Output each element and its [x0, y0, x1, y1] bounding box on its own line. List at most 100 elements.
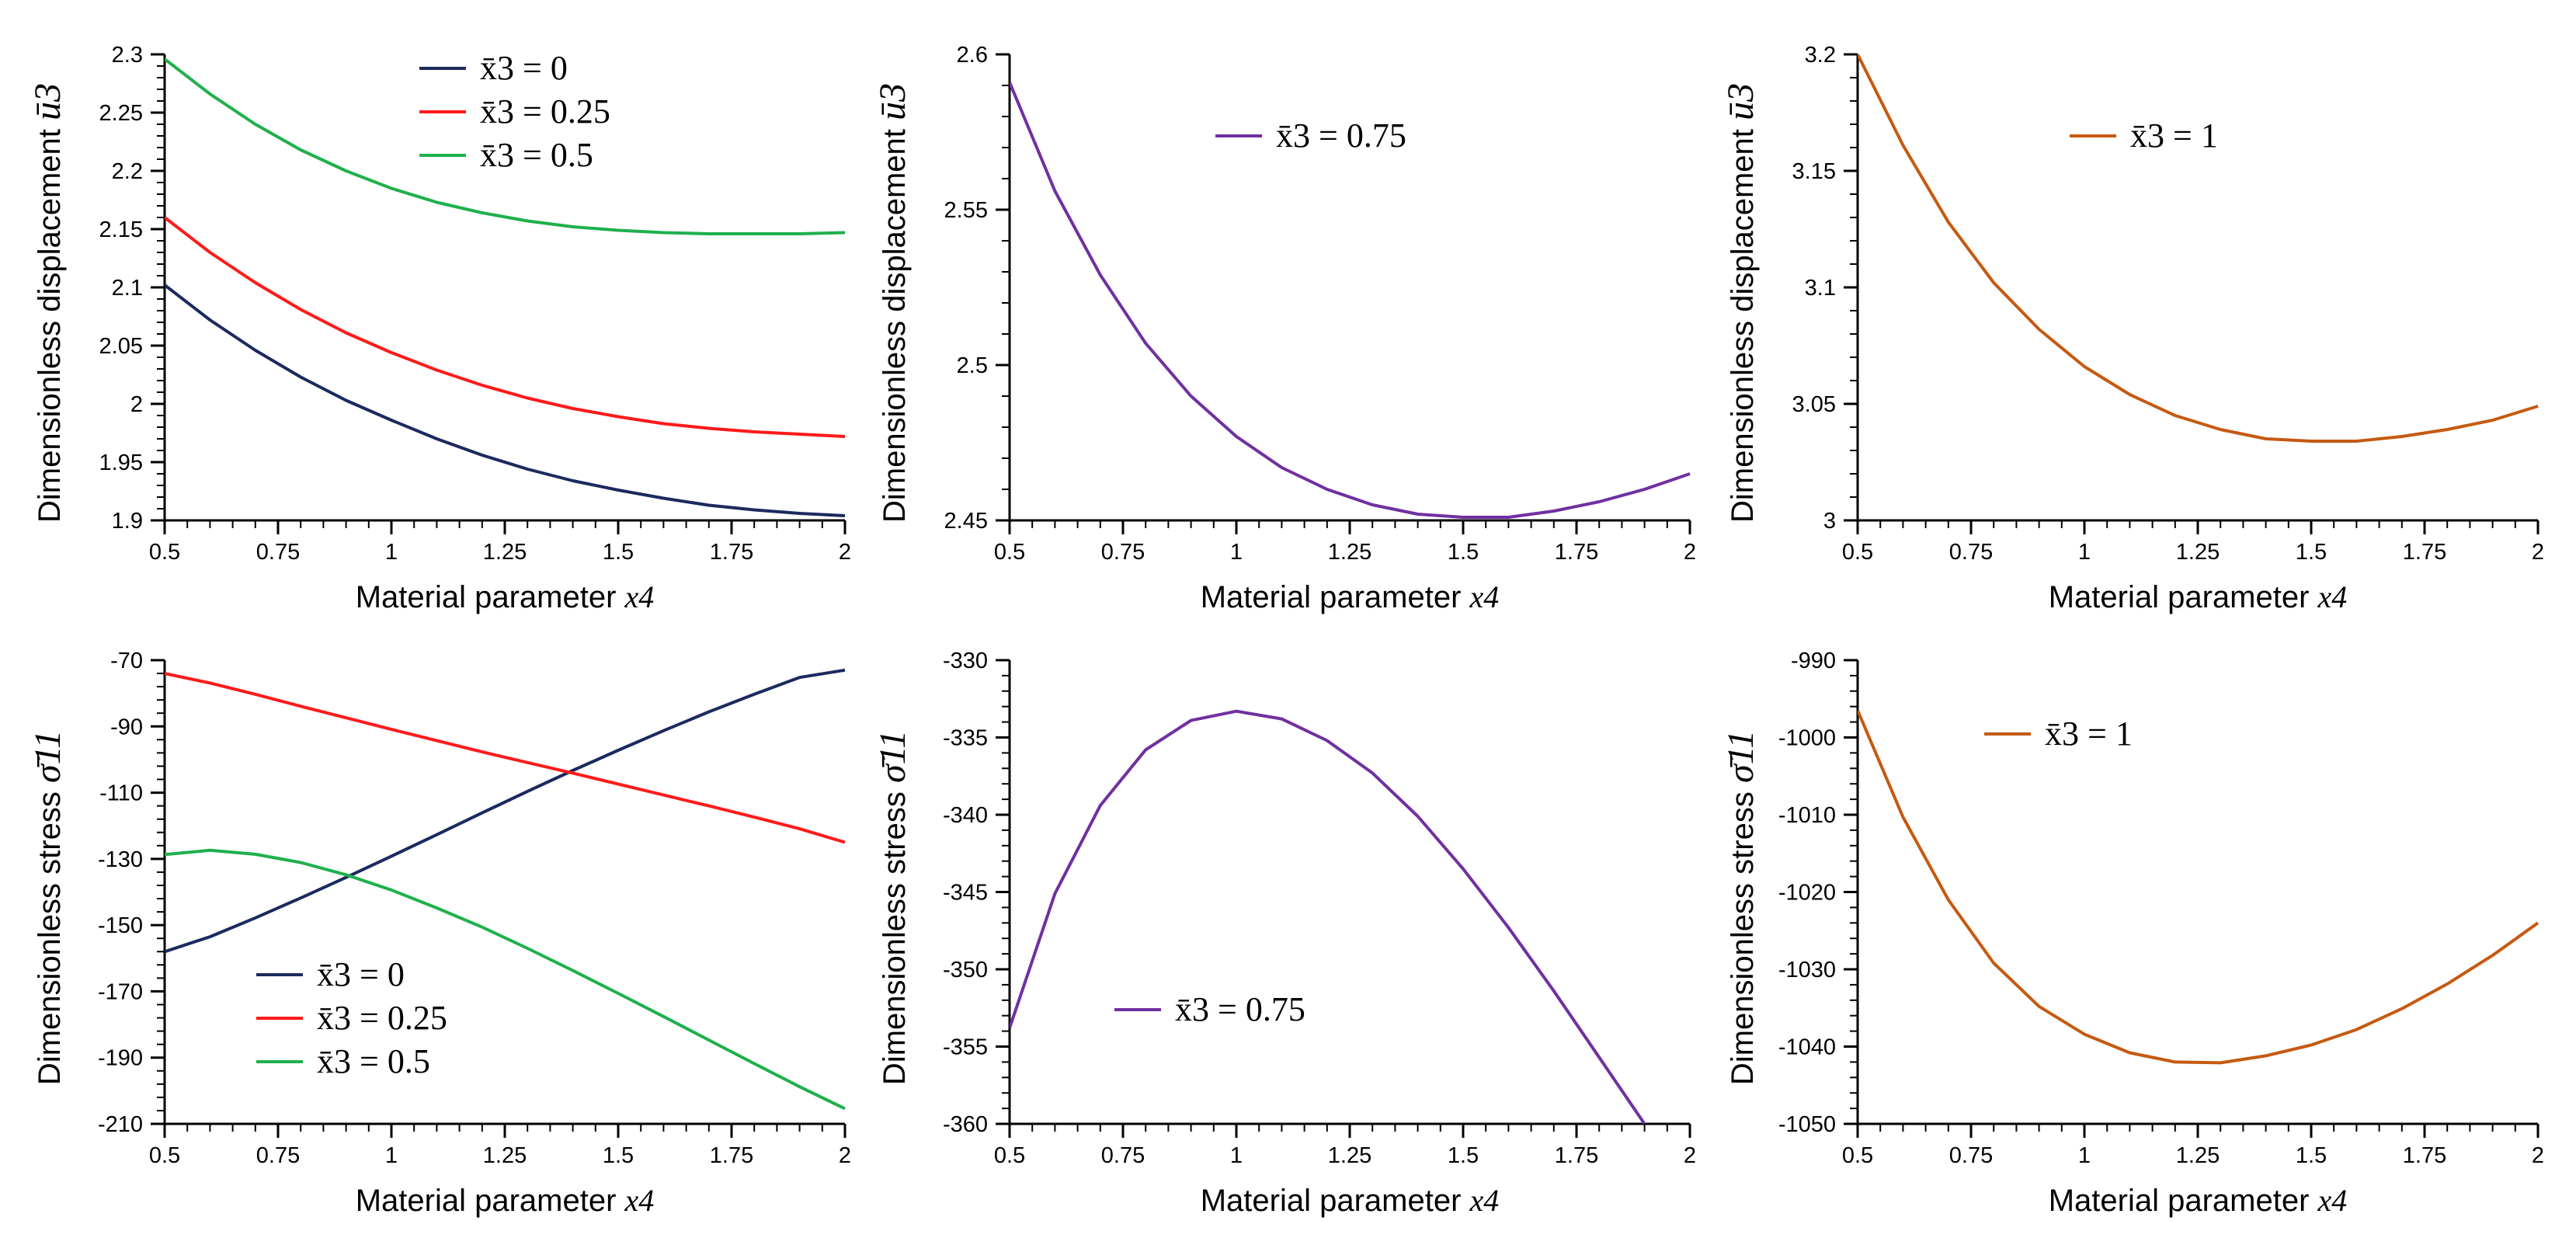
- y-tick-label: -990: [1791, 649, 1836, 673]
- series-line-3: [165, 57, 846, 235]
- y-tick-label: 2.45: [944, 509, 988, 534]
- legend-label: x̄3 = 0: [480, 49, 568, 87]
- x-tick-label: 1: [385, 540, 398, 565]
- x-tick-label: 0.5: [994, 1143, 1025, 1168]
- chart-panel-6: 0.5 0.75 1 1.25 1.5 1.75 2 -1050 -1040 -1030 -1020…: [1720, 649, 2544, 1218]
- series-line-1: [165, 283, 846, 517]
- legend-label: x̄3 = 0.5: [480, 136, 593, 174]
- y-tick-label: -90: [110, 715, 143, 739]
- series-line-2: [165, 672, 846, 844]
- series-line-1: [1858, 709, 2539, 1065]
- y-tick-label: -345: [943, 881, 988, 906]
- x-tick-label: 0.75: [1101, 1143, 1145, 1168]
- y-tick-label: -340: [943, 803, 988, 828]
- x-tick-label: 1: [2078, 1143, 2091, 1168]
- y-tick-label: 2: [130, 392, 143, 417]
- y-tick-label: -210: [98, 1112, 143, 1137]
- y-tick-label: 2.55: [944, 198, 988, 223]
- y-tick-label: 3: [1823, 509, 1836, 534]
- x-tick-label: 0.5: [149, 1143, 180, 1168]
- x-tick-label: 1.75: [2403, 1143, 2446, 1168]
- y-axis-label-text: Dimensionless stress: [1726, 783, 1760, 1085]
- y-tick-label: 1.95: [99, 450, 143, 475]
- legend-label: x̄3 = 1: [2045, 715, 2133, 753]
- y-tick-label: 3.1: [1805, 276, 1836, 301]
- x-tick-label: 1: [1230, 1143, 1243, 1168]
- x-axis-variable: x4: [624, 579, 655, 614]
- y-tick-label: 3.2: [1805, 43, 1836, 68]
- x-tick-label: 1.25: [483, 540, 527, 565]
- x-tick-label: 1.5: [2296, 1143, 2327, 1168]
- y-axis-label: Dimensionless displacement ū3: [27, 83, 68, 523]
- y-tick-label: -1000: [1778, 726, 1836, 751]
- x-tick-label: 1.75: [2403, 540, 2446, 565]
- x-tick-label: 0.75: [1949, 540, 1993, 565]
- y-axis-label-text: Dimensionless stress: [33, 783, 67, 1085]
- series-line-1: [1010, 82, 1691, 519]
- chart-panel-5: 0.5 0.75 1 1.25 1.5 1.75 2 -360 -355 -350 -345 -340…: [872, 649, 1696, 1218]
- legend-label: x̄3 = 0.25: [317, 999, 447, 1037]
- y-tick-label: -1040: [1778, 1035, 1836, 1060]
- y-tick-label: -335: [943, 726, 988, 751]
- x-tick-label: 1.5: [603, 540, 634, 565]
- x-axis-label: Material parameter x4: [2049, 1183, 2348, 1218]
- x-tick-label: 1.25: [2176, 1143, 2220, 1168]
- y-axis-label-text: Dimensionless displacement: [33, 120, 67, 523]
- legend-label: x̄3 = 1: [2130, 117, 2218, 155]
- x-tick-label: 1: [2078, 540, 2091, 565]
- x-axis-label: Material parameter x4: [356, 1183, 655, 1218]
- y-tick-label: 2.05: [99, 334, 143, 359]
- chart-panel-2: 0.5 0.75 1 1.25 1.5 1.75 2 2.45 2.5 2.55 2.6 Materi…: [872, 43, 1696, 614]
- x-tick-label: 1: [385, 1143, 398, 1168]
- series-line-1: [1858, 54, 2539, 443]
- x-tick-label: 0.75: [256, 540, 300, 565]
- y-axis-label: Dimensionless stress σ̄11: [1720, 730, 1761, 1085]
- x-axis-label: Material parameter x4: [1201, 579, 1500, 614]
- y-axis-symbol: σ̄11: [872, 730, 913, 783]
- y-tick-label: -110: [99, 781, 143, 806]
- x-tick-label: 1.25: [483, 1143, 527, 1168]
- x-tick-label: 2: [2532, 540, 2544, 565]
- series-line-2: [165, 216, 846, 438]
- chart-panel-1: 0.5 0.75 1 1.25 1.5 1.75 2 1.9 1.95 2 2.05 2.1 2.15 2…: [27, 43, 851, 614]
- x-tick-label: 1.5: [1448, 1143, 1479, 1168]
- x-axis-variable: x4: [2317, 579, 2348, 614]
- y-tick-label: -1030: [1778, 958, 1836, 983]
- x-tick-label: 2: [839, 1143, 851, 1168]
- x-tick-label: 2: [839, 540, 851, 565]
- y-axis-symbol: σ̄11: [27, 730, 68, 783]
- y-axis-label-text: Dimensionless displacement: [878, 120, 912, 523]
- y-axis-label-text: Dimensionless stress: [878, 783, 912, 1085]
- y-tick-label: 3.15: [1792, 159, 1836, 184]
- y-tick-label: -355: [943, 1035, 988, 1060]
- x-axis-variable: x4: [624, 1183, 655, 1218]
- x-axis-label-text: Material parameter: [2049, 1184, 2318, 1218]
- series-line-3: [165, 848, 846, 1111]
- x-tick-label: 2: [1684, 1143, 1696, 1168]
- chart-panel-4: 0.5 0.75 1 1.25 1.5 1.75 2 -210 -190 -170 -150 -130…: [27, 649, 851, 1218]
- x-axis-label: Material parameter x4: [356, 579, 655, 614]
- y-axis-symbol: ū3: [872, 83, 913, 120]
- legend-label: x̄3 = 0.75: [1276, 117, 1406, 155]
- y-tick-label: -130: [98, 847, 143, 872]
- x-tick-label: 1.5: [2296, 540, 2327, 565]
- x-tick-label: 0.75: [1101, 540, 1145, 565]
- x-axis-label-text: Material parameter: [2049, 580, 2318, 614]
- x-tick-label: 1.5: [603, 1143, 634, 1168]
- y-tick-label: 2.1: [112, 276, 143, 301]
- legend-label: x̄3 = 0: [317, 955, 405, 993]
- series-line-1: [165, 668, 846, 954]
- y-tick-label: -1020: [1778, 881, 1836, 906]
- x-tick-label: 1.5: [1448, 540, 1479, 565]
- y-axis-symbol: ū3: [27, 83, 68, 120]
- y-axis-label: Dimensionless stress σ̄11: [872, 730, 913, 1085]
- x-axis-variable: x4: [1469, 579, 1500, 614]
- y-tick-label: -190: [98, 1046, 143, 1071]
- y-tick-label: -150: [98, 913, 143, 938]
- x-axis-label-text: Material parameter: [356, 1184, 625, 1218]
- x-tick-label: 2: [2532, 1143, 2544, 1168]
- y-tick-label: 1.9: [112, 509, 143, 534]
- y-tick-label: 2.25: [99, 101, 143, 126]
- y-tick-label: 2.15: [99, 217, 143, 242]
- y-tick-label: -360: [943, 1112, 988, 1137]
